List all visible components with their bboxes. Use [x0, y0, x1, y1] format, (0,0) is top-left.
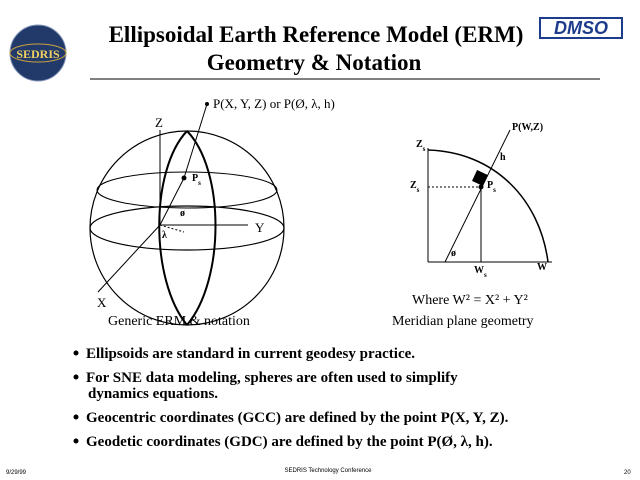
- globe-diagram: [89, 102, 285, 326]
- bullet-dot: [73, 414, 79, 420]
- axis-label: Y: [255, 220, 265, 235]
- axis-label: W: [537, 262, 547, 273]
- title: Ellipsoidal Earth Reference Model (ERM): [109, 22, 524, 47]
- footer-page: 20: [624, 470, 631, 476]
- point-label: P(W,Z): [512, 122, 543, 133]
- caption: Meridian plane geometry: [392, 314, 534, 329]
- bullet-dot: [73, 374, 79, 380]
- bullet-text: For SNE data modeling, spheres are often…: [86, 370, 458, 386]
- dmso-logo: DMSO: [539, 17, 623, 39]
- bullet-text: dynamics equations.: [88, 386, 218, 402]
- footer-date: 9/29/99: [6, 470, 27, 476]
- title: Geometry & Notation: [207, 50, 422, 75]
- equation: Where W² = X² + Y²: [412, 293, 528, 308]
- axis-label: Ws: [474, 265, 487, 279]
- bullet-list: Ellipsoids are standard in current geode…: [73, 346, 509, 450]
- point-label: P(X, Y, Z) or P(Ø, λ, h): [213, 96, 335, 111]
- axis-label: Zs: [410, 180, 420, 194]
- h-label: h: [500, 152, 506, 163]
- point-label: Ps: [487, 180, 496, 194]
- axis-label: Z: [155, 115, 163, 130]
- meridian-diagram: [427, 129, 552, 263]
- footer-conference: SEDRIS Technology Conference: [285, 468, 373, 474]
- bullet-text: Geodetic coordinates (GDC) are defined b…: [86, 434, 493, 450]
- axis-label: X: [97, 295, 107, 310]
- bullet-dot: [73, 350, 79, 356]
- angle-label: λ: [162, 230, 167, 241]
- bullet-dot: [73, 438, 79, 444]
- bullet-text: Ellipsoids are standard in current geode…: [86, 346, 415, 362]
- logo-text: SEDRIS: [16, 47, 60, 61]
- caption: Generic ERM & notation: [108, 314, 250, 329]
- axis-label: Zs: [416, 139, 426, 153]
- point-label: Ps: [192, 173, 201, 187]
- bullet-text: Geocentric coordinates (GCC) are defined…: [86, 410, 509, 426]
- angle-label: ø: [180, 208, 185, 219]
- sedris-logo: SEDRIS: [9, 24, 67, 82]
- angle-label: ø: [451, 248, 456, 259]
- logo-text: DMSO: [554, 18, 608, 38]
